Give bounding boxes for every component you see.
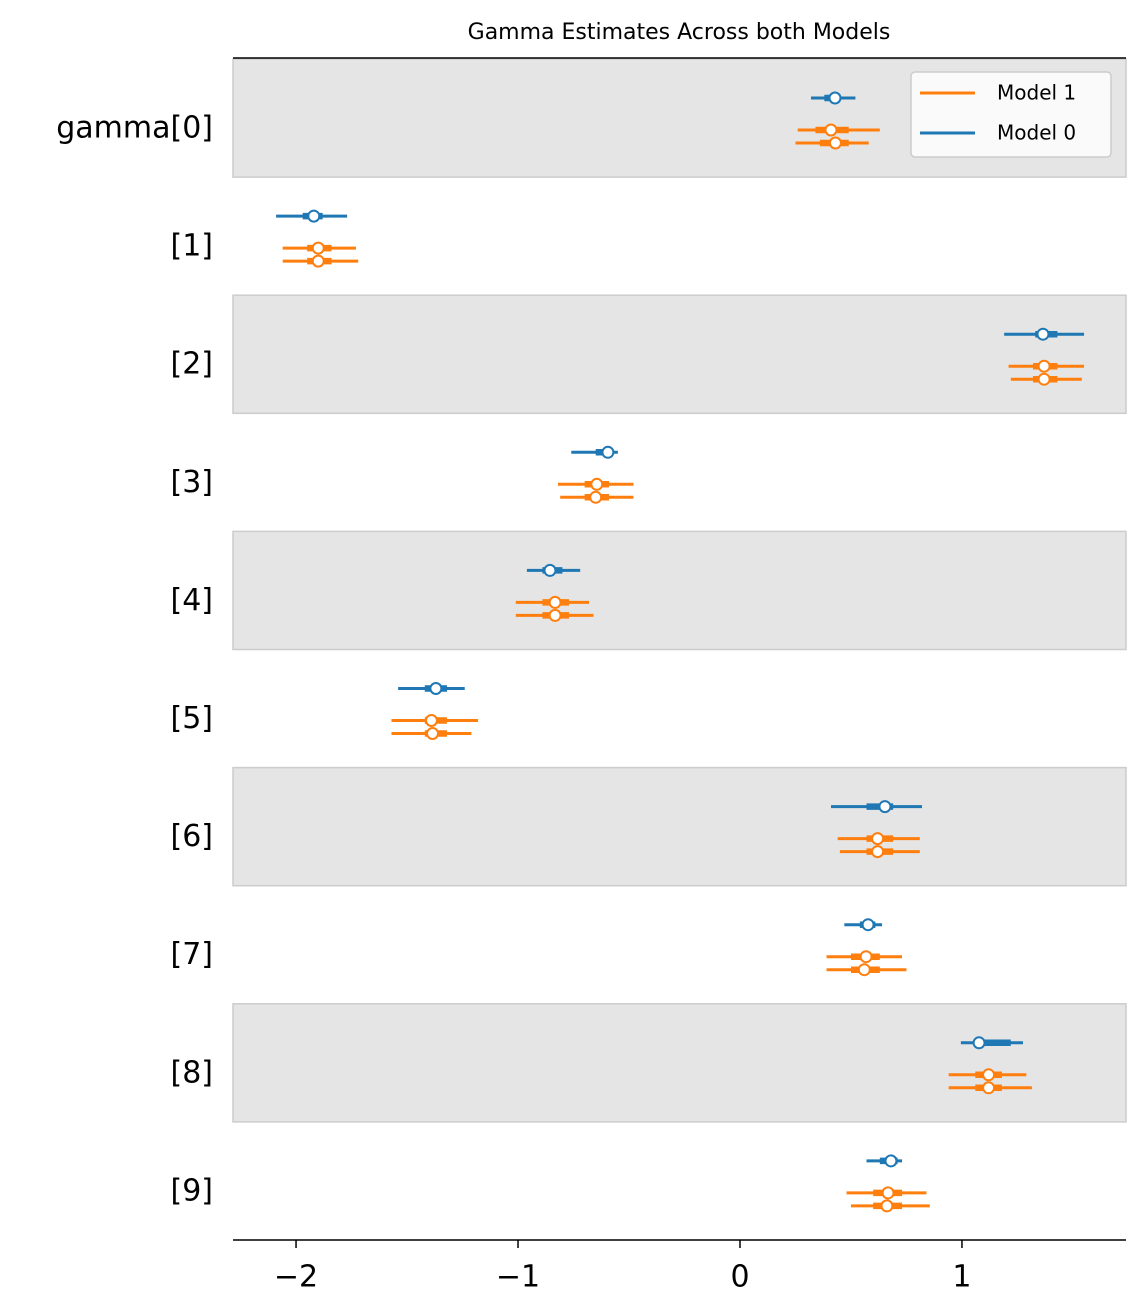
y-tick-label: [3]: [171, 465, 214, 500]
y-tick-label: [7]: [171, 937, 214, 972]
y-tick-label: [9]: [171, 1173, 214, 1208]
y-tick-label: [6]: [171, 819, 214, 854]
median-point: [548, 595, 562, 609]
y-tick-label: [5]: [171, 701, 214, 736]
y-tick-label: [4]: [171, 583, 214, 618]
median-point: [871, 845, 885, 859]
median-point: [857, 963, 871, 977]
median-point: [426, 727, 440, 740]
median-point: [884, 1154, 898, 1168]
median-point: [590, 477, 604, 491]
median-point: [1037, 372, 1051, 386]
x-tick-label: 1: [952, 1260, 971, 1295]
y-tick-label: [2]: [171, 347, 214, 382]
y-tick-label: gamma[0]: [56, 111, 213, 146]
median-point: [859, 950, 873, 964]
median-point: [307, 209, 321, 223]
median-point: [1036, 327, 1050, 341]
median-point: [871, 832, 885, 846]
legend-label: Model 0: [997, 121, 1076, 145]
median-point: [828, 136, 842, 150]
median-point: [881, 1186, 895, 1200]
median-point: [589, 490, 603, 504]
row-band: [232, 530, 1127, 651]
median-point: [429, 682, 443, 695]
median-point: [543, 563, 557, 577]
median-point: [601, 445, 615, 459]
median-point: [1037, 359, 1051, 373]
median-point: [828, 91, 842, 105]
x-tick-label: −2: [274, 1260, 318, 1295]
median-point: [311, 241, 325, 255]
y-tick-label: [8]: [171, 1055, 214, 1090]
row-band: [232, 1003, 1127, 1123]
median-point: [982, 1068, 996, 1082]
x-tick-label: 0: [730, 1260, 749, 1295]
median-point: [548, 608, 562, 622]
median-point: [311, 254, 325, 268]
median-point: [878, 800, 892, 814]
legend-label: Model 1: [997, 81, 1076, 105]
row-band: [232, 766, 1127, 887]
median-point: [982, 1081, 996, 1095]
median-point: [972, 1036, 986, 1050]
median-point: [861, 918, 875, 932]
median-point: [824, 123, 838, 137]
median-point: [424, 714, 438, 727]
median-point: [880, 1199, 894, 1213]
y-tick-label: [1]: [171, 229, 214, 264]
x-tick-label: −1: [496, 1260, 540, 1295]
chart-title: Gamma Estimates Across both Models: [468, 20, 891, 45]
row-band: [232, 294, 1127, 415]
